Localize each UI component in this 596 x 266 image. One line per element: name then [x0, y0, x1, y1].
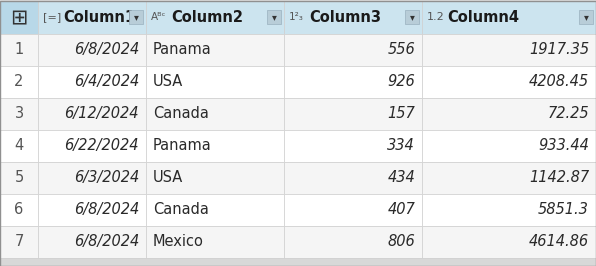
Text: 933.44: 933.44	[538, 138, 589, 153]
Text: 72.25: 72.25	[547, 106, 589, 121]
Text: 4: 4	[14, 138, 24, 153]
Text: 6/3/2024: 6/3/2024	[74, 170, 139, 185]
Bar	[422, 34, 596, 65]
Text: ▾: ▾	[583, 12, 588, 22]
Text: Column1: Column1	[63, 10, 135, 24]
Bar	[146, 226, 284, 257]
Text: 1²₃: 1²₃	[289, 12, 304, 22]
Text: 334: 334	[387, 138, 415, 153]
Bar	[0, 1, 38, 34]
Text: Mexico: Mexico	[153, 234, 204, 249]
Text: 407: 407	[387, 202, 415, 217]
Bar	[579, 10, 593, 24]
Text: 6/22/2024: 6/22/2024	[64, 138, 139, 153]
Text: [=]: [=]	[43, 12, 61, 22]
Bar	[146, 161, 284, 193]
Bar	[405, 10, 419, 24]
Bar	[284, 1, 422, 34]
Bar	[0, 226, 38, 257]
Text: ▾: ▾	[134, 12, 138, 22]
Text: Column2: Column2	[171, 10, 243, 24]
Bar	[146, 130, 284, 161]
Bar	[38, 98, 146, 130]
Text: Canada: Canada	[153, 202, 209, 217]
Text: 157: 157	[387, 106, 415, 121]
Text: 6: 6	[14, 202, 24, 217]
Bar	[0, 34, 38, 65]
Bar	[422, 65, 596, 98]
Text: Column4: Column4	[447, 10, 519, 24]
Bar	[422, 193, 596, 226]
Text: 2: 2	[14, 74, 24, 89]
Bar	[422, 226, 596, 257]
Bar	[267, 10, 281, 24]
Text: 6/8/2024: 6/8/2024	[74, 234, 139, 249]
Text: 4208.45: 4208.45	[529, 74, 589, 89]
Text: Panama: Panama	[153, 138, 212, 153]
Bar	[284, 98, 422, 130]
Text: 6/4/2024: 6/4/2024	[74, 74, 139, 89]
Bar	[284, 193, 422, 226]
Bar	[38, 161, 146, 193]
Bar	[284, 34, 422, 65]
Bar	[284, 65, 422, 98]
Bar	[146, 34, 284, 65]
Text: 5851.3: 5851.3	[538, 202, 589, 217]
Bar	[38, 193, 146, 226]
Text: 6/8/2024: 6/8/2024	[74, 42, 139, 57]
Bar	[284, 130, 422, 161]
Bar	[0, 161, 38, 193]
Text: 4614.86: 4614.86	[529, 234, 589, 249]
Bar	[284, 161, 422, 193]
Text: Panama: Panama	[153, 42, 212, 57]
Text: 1142.87: 1142.87	[529, 170, 589, 185]
Bar	[0, 257, 596, 265]
Text: USA: USA	[153, 74, 183, 89]
Bar	[146, 193, 284, 226]
Bar	[146, 65, 284, 98]
Bar	[38, 65, 146, 98]
Text: 434: 434	[387, 170, 415, 185]
Text: 1: 1	[14, 42, 24, 57]
Bar	[146, 98, 284, 130]
Text: USA: USA	[153, 170, 183, 185]
Text: 926: 926	[387, 74, 415, 89]
Text: ▾: ▾	[409, 12, 414, 22]
Text: 556: 556	[387, 42, 415, 57]
Bar	[38, 1, 146, 34]
Bar	[0, 130, 38, 161]
Text: Canada: Canada	[153, 106, 209, 121]
Bar	[422, 98, 596, 130]
Bar	[0, 65, 38, 98]
Bar	[422, 1, 596, 34]
Text: 5: 5	[14, 170, 24, 185]
Bar	[146, 1, 284, 34]
Text: 6/8/2024: 6/8/2024	[74, 202, 139, 217]
Bar	[284, 226, 422, 257]
Bar	[422, 130, 596, 161]
Bar	[38, 226, 146, 257]
Text: Column3: Column3	[309, 10, 381, 24]
Text: 1.2: 1.2	[427, 12, 445, 22]
Text: 806: 806	[387, 234, 415, 249]
Text: 7: 7	[14, 234, 24, 249]
Bar	[0, 193, 38, 226]
Text: Aᴮᶜ: Aᴮᶜ	[151, 12, 166, 22]
Text: 6/12/2024: 6/12/2024	[64, 106, 139, 121]
Bar	[0, 98, 38, 130]
Text: 1917.35: 1917.35	[529, 42, 589, 57]
Bar	[422, 161, 596, 193]
Bar	[38, 130, 146, 161]
Text: ⊞: ⊞	[10, 7, 28, 27]
Bar	[38, 34, 146, 65]
Text: ▾: ▾	[272, 12, 277, 22]
Bar	[129, 10, 143, 24]
Text: 3: 3	[14, 106, 24, 121]
